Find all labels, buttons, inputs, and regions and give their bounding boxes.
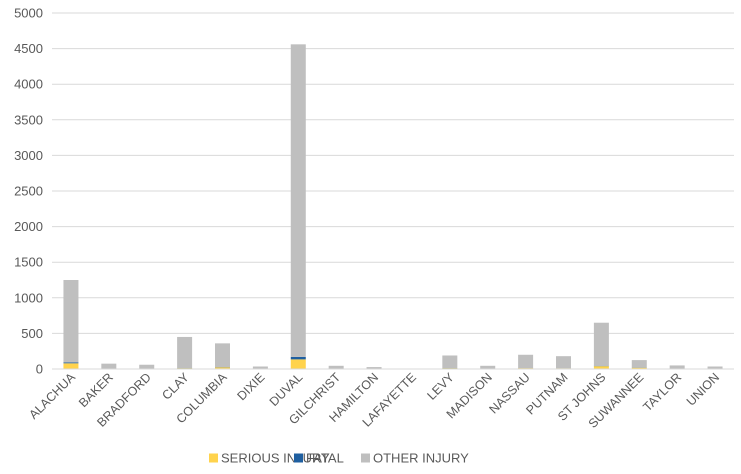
bar-other-injury-putnam [556, 356, 571, 369]
bar-other-injury-madison [480, 365, 496, 369]
bar-other-injury-duval [290, 44, 306, 357]
y-tick-label: 4500 [14, 41, 43, 56]
legend-swatch [361, 453, 370, 463]
bar-serious-injury-st-johns [593, 366, 609, 369]
bar-serious-injury-duval [290, 359, 306, 369]
bar-other-injury-st-johns [593, 322, 609, 366]
bar-other-injury-gilchrist [328, 365, 344, 369]
bar-serious-injury-columbia [215, 367, 230, 369]
bar-other-injury-dixie [252, 366, 268, 369]
bar-fatal-alachua [63, 362, 79, 364]
y-tick-label: 2000 [14, 219, 43, 234]
bar-other-injury-clay [177, 336, 193, 369]
y-tick-label: 5000 [14, 6, 43, 21]
legend-swatch [294, 453, 303, 463]
bar-other-injury-hamilton [366, 367, 382, 369]
bar-other-injury-taylor [669, 365, 685, 369]
bar-other-injury-union [707, 366, 723, 369]
bars [63, 44, 723, 369]
bar-other-injury-bradford [139, 364, 155, 369]
bar-other-injury-alachua [63, 280, 79, 363]
y-tick-label: 1000 [14, 290, 43, 305]
legend-label: FATAL [306, 451, 344, 466]
bar-other-injury-suwannee [631, 360, 647, 368]
bar-serious-injury-alachua [63, 363, 79, 369]
gridlines [52, 12, 734, 334]
bar-other-injury-nassau [518, 354, 534, 369]
y-tick-label: 500 [21, 326, 43, 341]
x-category-label: ALACHUA [26, 370, 78, 422]
y-axis-tick-labels: 0 500 1000 1500 2000 2500 3000 3500 4000 4500 5000 [14, 6, 43, 377]
y-tick-label: 0 [36, 362, 43, 377]
bar-other-injury-columbia [215, 343, 230, 368]
legend-label: OTHER INJURY [373, 451, 469, 466]
y-tick-label: 2500 [14, 184, 43, 199]
y-tick-label: 3500 [14, 112, 43, 127]
y-tick-label: 3000 [14, 148, 43, 163]
bar-other-injury-baker [101, 363, 117, 369]
y-tick-label: 1500 [14, 255, 43, 270]
x-category-label: CLAY [159, 370, 192, 403]
x-category-label: LEVY [424, 370, 457, 403]
x-category-label: DIXIE [235, 370, 268, 403]
legend-swatch [209, 453, 218, 463]
bar-serious-injury-suwannee [631, 367, 647, 369]
y-tick-label: 4000 [14, 77, 43, 92]
x-category-label: UNION [684, 370, 722, 408]
bar-other-injury-levy [442, 355, 458, 369]
x-category-label: TAYLOR [640, 370, 684, 414]
bar-fatal-duval [290, 356, 306, 360]
